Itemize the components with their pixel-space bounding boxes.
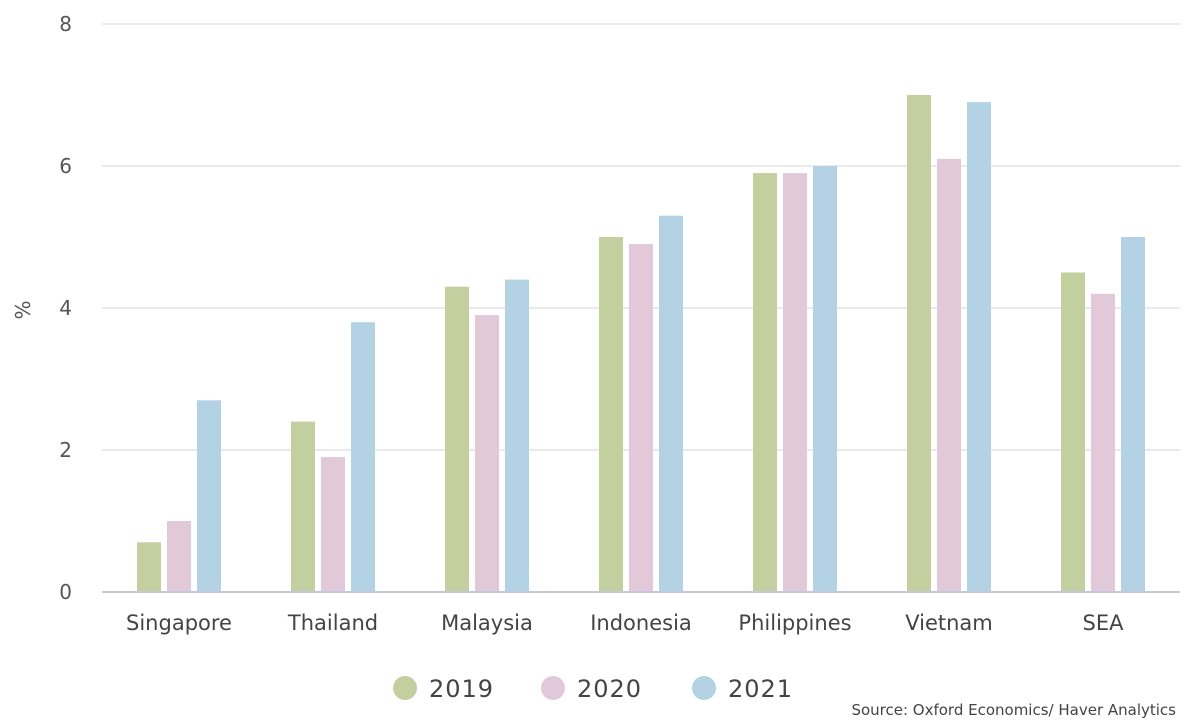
bar-thailand-2019 xyxy=(291,421,315,592)
legend-label-2021: 2021 xyxy=(728,675,793,703)
x-tick-label: Philippines xyxy=(738,611,851,635)
bar-vietnam-2020 xyxy=(937,158,961,592)
legend: 2019 2020 2021 xyxy=(393,675,793,703)
bar-philippines-2021 xyxy=(813,166,837,592)
legend-marker-2021 xyxy=(692,676,716,700)
bar-malaysia-2019 xyxy=(445,286,469,592)
bar-indonesia-2021 xyxy=(659,215,683,592)
bar-philippines-2019 xyxy=(753,173,777,592)
x-tick-label: Indonesia xyxy=(590,611,692,635)
legend-marker-2020 xyxy=(541,676,565,700)
bar-indonesia-2019 xyxy=(599,237,623,592)
bar-singapore-2019 xyxy=(137,542,161,592)
x-tick-label: Malaysia xyxy=(441,611,533,635)
bar-malaysia-2021 xyxy=(505,279,529,592)
x-tick-label: Singapore xyxy=(126,611,232,635)
y-tick-label: 0 xyxy=(59,580,72,604)
y-tick-label: 6 xyxy=(59,154,72,178)
y-tick-label: 4 xyxy=(59,296,72,320)
legend-label-2020: 2020 xyxy=(577,675,642,703)
bar-thailand-2020 xyxy=(321,457,345,592)
bar-singapore-2020 xyxy=(167,521,191,592)
y-tick-label: 8 xyxy=(59,12,72,36)
x-tick-label: Thailand xyxy=(287,611,378,635)
bars xyxy=(137,95,1145,592)
bar-sea-2021 xyxy=(1121,237,1145,592)
bar-malaysia-2020 xyxy=(475,315,499,592)
x-tick-label: Vietnam xyxy=(905,611,993,635)
y-axis-label: % xyxy=(11,300,35,319)
source-note: Source: Oxford Economics/ Haver Analytic… xyxy=(851,701,1176,719)
x-axis-labels: Singapore Thailand Malaysia Indonesia Philip… xyxy=(126,611,1124,635)
bar-philippines-2020 xyxy=(783,173,807,592)
legend-label-2019: 2019 xyxy=(429,675,494,703)
y-axis-ticks: 0 2 4 6 8 xyxy=(59,12,72,604)
bar-sea-2019 xyxy=(1061,272,1085,592)
x-tick-label: SEA xyxy=(1083,611,1125,635)
bar-singapore-2021 xyxy=(197,400,221,592)
bar-vietnam-2021 xyxy=(967,102,991,592)
bar-sea-2020 xyxy=(1091,293,1115,592)
bar-thailand-2021 xyxy=(351,322,375,592)
bar-vietnam-2019 xyxy=(907,95,931,592)
bar-indonesia-2020 xyxy=(629,244,653,592)
y-tick-label: 2 xyxy=(59,438,72,462)
legend-marker-2019 xyxy=(393,676,417,700)
